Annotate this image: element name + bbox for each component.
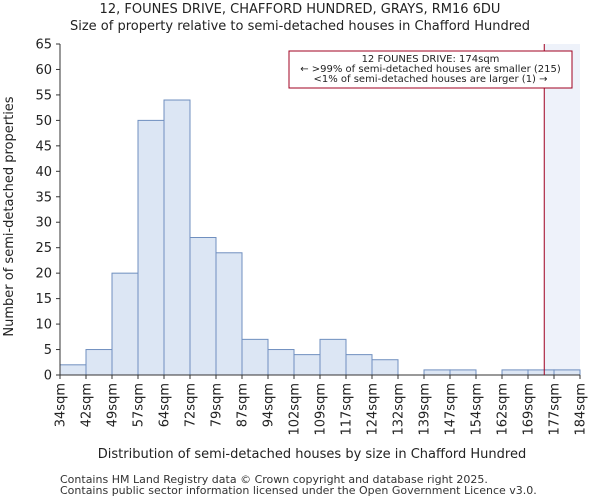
y-axis-label: Number of semi-detached properties [2, 96, 17, 336]
x-tick-label: 57sqm [132, 383, 147, 427]
x-tick-label: 87sqm [236, 383, 251, 427]
bar [293, 354, 321, 376]
y-tick-label: 30 [35, 216, 52, 231]
bar [85, 349, 113, 376]
x-tick-label: 94sqm [262, 383, 277, 427]
footer-line-1: Contains HM Land Registry data © Crown c… [60, 473, 488, 486]
x-tick-label: 72sqm [184, 383, 199, 427]
x-tick-label: 132sqm [392, 383, 407, 436]
y-tick-label: 0 [44, 369, 52, 384]
x-tick-label: 124sqm [366, 383, 381, 436]
bar [449, 369, 477, 376]
bar [241, 338, 269, 376]
y-tick-label: 65 [35, 38, 52, 53]
y-tick-label: 25 [35, 241, 52, 256]
y-tick-label: 15 [35, 292, 52, 307]
x-tick-label: 117sqm [340, 383, 355, 436]
x-tick-label: 109sqm [314, 383, 329, 436]
bar [267, 349, 295, 376]
bar [371, 359, 399, 376]
x-tick-label: 42sqm [80, 383, 95, 427]
x-tick-label: 34sqm [54, 383, 69, 427]
annotation-line: <1% of semi-detached houses are larger (… [313, 74, 547, 85]
y-tick-label: 10 [35, 318, 52, 333]
x-tick-label: 49sqm [106, 383, 121, 427]
x-tick-label: 169sqm [522, 383, 537, 436]
x-tick-label: 139sqm [418, 383, 433, 436]
bar [189, 237, 217, 376]
y-tick-label: 35 [35, 190, 52, 205]
bar [163, 99, 191, 376]
bar [527, 369, 555, 376]
y-tick-label: 40 [35, 165, 52, 180]
bar [111, 272, 139, 376]
bar [501, 369, 529, 376]
annotation-box [288, 50, 573, 89]
x-tick-label: 184sqm [574, 383, 589, 436]
chart-subtitle: Size of property relative to semi-detach… [69, 19, 531, 34]
y-tick-label: 20 [35, 267, 52, 282]
annotation-line: 12 FOUNES DRIVE: 174sqm [362, 54, 500, 65]
x-tick-label: 162sqm [496, 383, 511, 436]
highlight-region [544, 44, 580, 375]
x-tick-label: 177sqm [548, 383, 563, 436]
bar [215, 252, 243, 376]
annotation-line: ← >99% of semi-detached houses are small… [300, 64, 561, 75]
y-tick-label: 50 [35, 114, 52, 129]
x-tick-label: 154sqm [470, 383, 485, 436]
y-tick-label: 45 [35, 139, 52, 154]
chart-title: 12, FOUNES DRIVE, CHAFFORD HUNDRED, GRAY… [99, 2, 501, 17]
footer-line-2: Contains public sector information licen… [60, 484, 537, 497]
bar [319, 338, 347, 376]
bar [423, 369, 451, 376]
x-axis-label: Distribution of semi-detached houses by … [98, 447, 526, 462]
x-tick-label: 147sqm [444, 383, 459, 436]
y-tick-label: 55 [35, 88, 52, 103]
x-tick-label: 64sqm [158, 383, 173, 427]
x-tick-label: 79sqm [210, 383, 225, 427]
bar [59, 364, 87, 376]
bar [345, 354, 373, 376]
bar [553, 369, 581, 376]
x-tick-label: 102sqm [288, 383, 303, 436]
y-tick-label: 5 [44, 343, 52, 358]
y-tick-label: 60 [35, 63, 52, 78]
bar [137, 119, 165, 376]
